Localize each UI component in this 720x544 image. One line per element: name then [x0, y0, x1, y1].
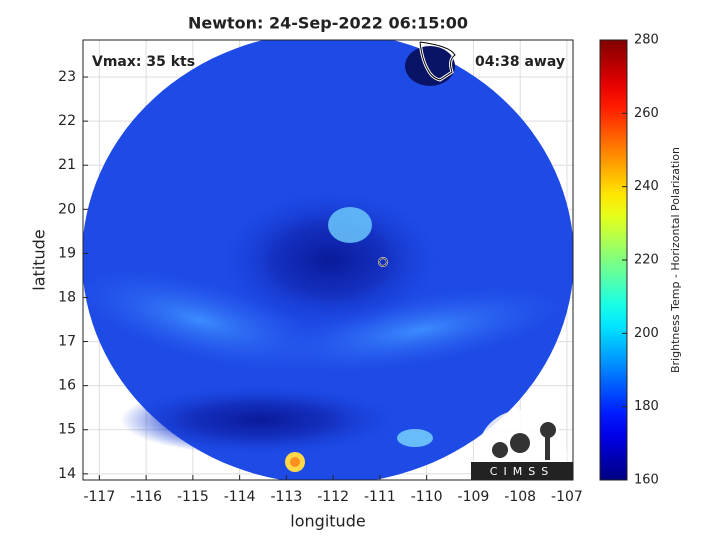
- colorbar-label: Brightness Temp - Horizontal Polarizatio…: [669, 147, 682, 373]
- x-tick-label: -112: [317, 489, 349, 505]
- y-tick-label: 23: [58, 69, 76, 85]
- colorbar-tick-label: 240: [634, 179, 659, 194]
- y-tick-label: 15: [58, 422, 76, 438]
- x-tick-label: -107: [551, 489, 583, 505]
- logo-text: CIMSS: [490, 465, 554, 478]
- y-tick-label: 19: [58, 245, 76, 261]
- y-tick-label: 16: [58, 378, 76, 394]
- colorbar-tick-label: 260: [634, 106, 659, 121]
- y-axis-label: latitude: [30, 229, 49, 290]
- y-tick-label: 21: [58, 157, 76, 173]
- y-tick-label: 22: [58, 113, 76, 129]
- x-tick-label: -113: [270, 489, 302, 505]
- annotation: 04:38 away: [475, 54, 565, 70]
- plot-frame: [82, 39, 574, 481]
- y-tick-label: 20: [58, 201, 76, 217]
- logo: CIMSS: [471, 410, 573, 500]
- x-tick-label: -111: [364, 489, 396, 505]
- x-tick-label: -117: [83, 489, 115, 505]
- chart-title: Newton: 24-Sep-2022 06:15:00: [188, 14, 468, 33]
- colorbar-tick-label: 280: [634, 33, 659, 48]
- x-tick-label: -110: [411, 489, 443, 505]
- y-tick-label: 18: [58, 289, 76, 305]
- colorbar-tick-label: 200: [634, 326, 659, 341]
- x-axis-label: longitude: [290, 512, 365, 531]
- y-tick-label: 14: [58, 466, 76, 482]
- colorbar-tick-label: 160: [634, 473, 659, 488]
- x-tick-label: -114: [224, 489, 256, 505]
- colorbar-tick-label: 180: [634, 399, 659, 414]
- x-tick-label: -116: [130, 489, 162, 505]
- annotation: Vmax: 35 kts: [92, 54, 195, 70]
- x-tick-label: -109: [458, 489, 490, 505]
- x-tick-label: -115: [177, 489, 209, 505]
- satellite-image: [83, 40, 573, 480]
- y-tick-label: 17: [58, 334, 76, 350]
- colorbar-tick-label: 220: [634, 253, 659, 268]
- x-tick-label: -108: [504, 489, 536, 505]
